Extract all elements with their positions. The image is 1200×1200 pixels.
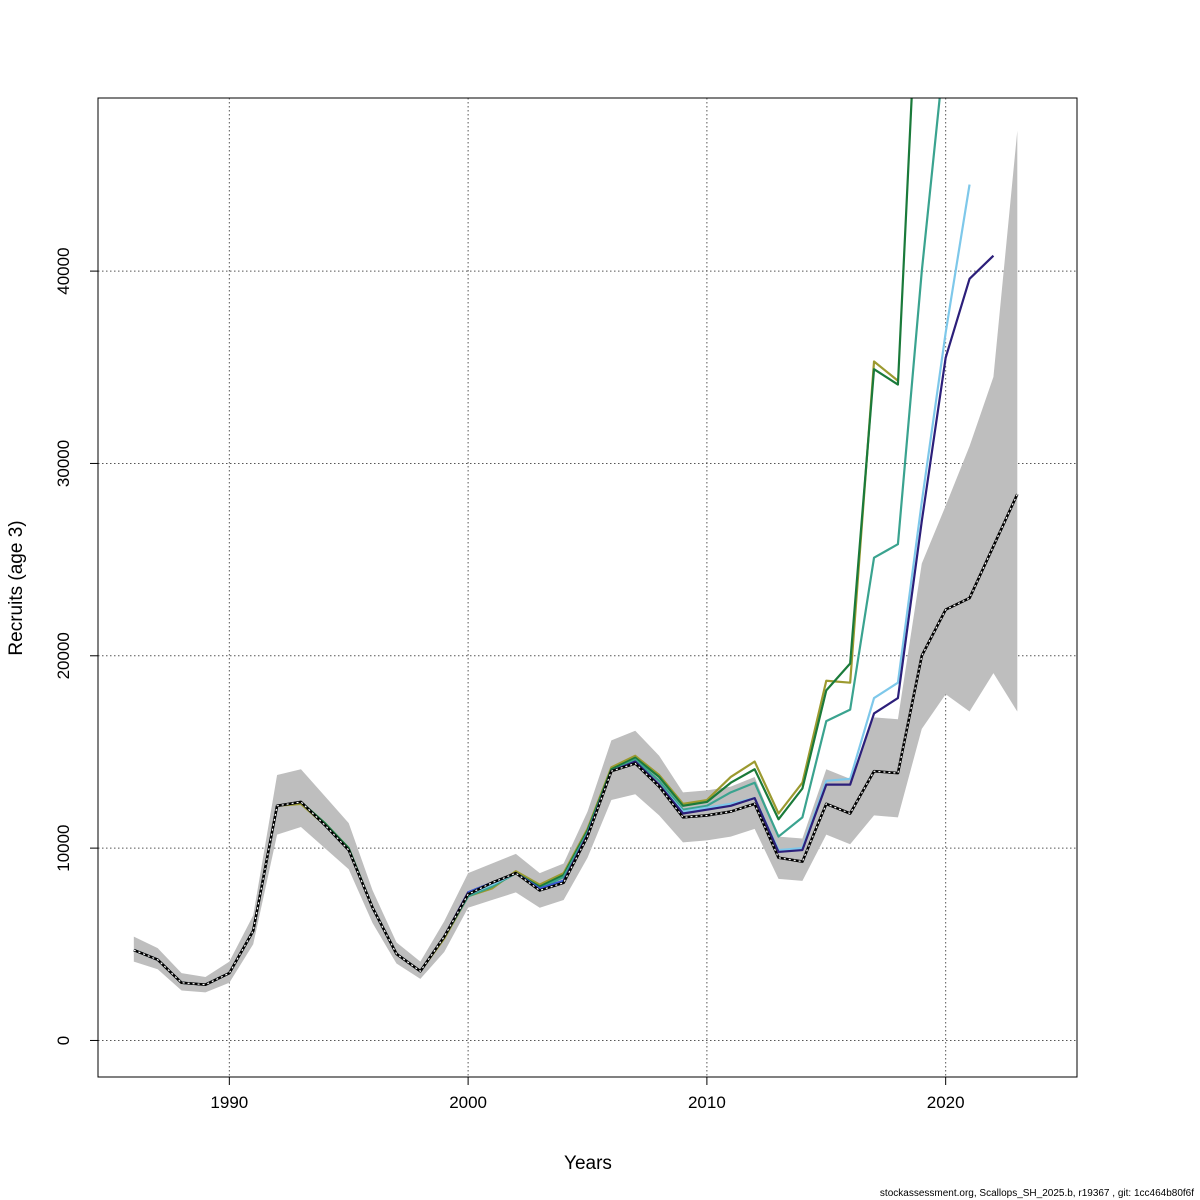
series-peel_3-line bbox=[133, 98, 941, 986]
series-layer bbox=[133, 98, 1019, 986]
y-tick-label: 30000 bbox=[54, 440, 73, 487]
x-axis-title: Years bbox=[564, 1153, 612, 1174]
y-tick-label: 20000 bbox=[54, 632, 73, 679]
y-axis-title: Recruits (age 3) bbox=[6, 520, 27, 655]
x-tick-label: 2020 bbox=[927, 1093, 965, 1112]
footer-credit: stockassessment.org, Scallops_SH_2025.b,… bbox=[880, 1188, 1194, 1199]
series-base-line bbox=[133, 493, 1019, 986]
series-peel_2-line bbox=[133, 184, 971, 986]
y-tick-label: 0 bbox=[54, 1036, 73, 1045]
x-tick-label: 2010 bbox=[688, 1093, 726, 1112]
plot-frame bbox=[97, 97, 1078, 1078]
axes: 1990 2000 2010 2020 0 10000 20000 30000 40000 bbox=[54, 247, 965, 1112]
x-tick-label: 1990 bbox=[210, 1093, 248, 1112]
x-tick-label: 2000 bbox=[449, 1093, 487, 1112]
y-tick-label: 40000 bbox=[54, 247, 73, 294]
y-tick-label: 10000 bbox=[54, 824, 73, 871]
